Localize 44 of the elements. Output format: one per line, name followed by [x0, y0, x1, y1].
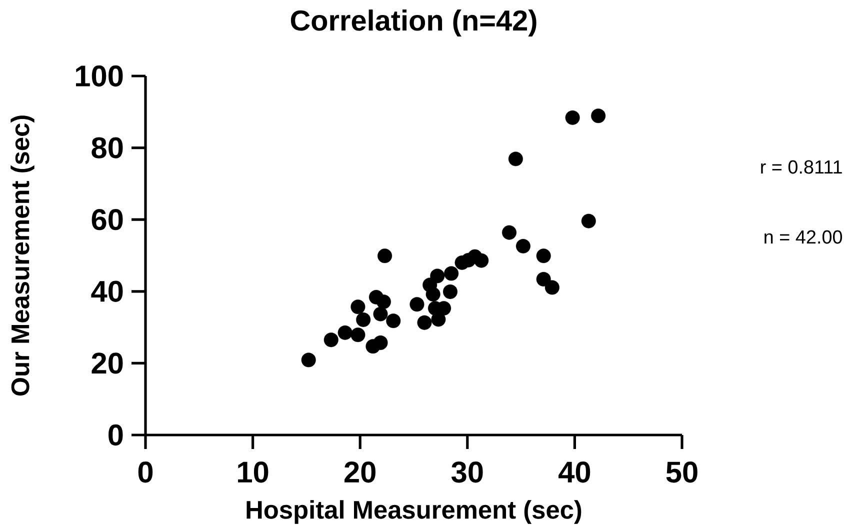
- point: [565, 110, 580, 125]
- point: [431, 312, 446, 327]
- point: [516, 238, 530, 254]
- point: [301, 352, 316, 368]
- point: [536, 248, 551, 264]
- point: [350, 300, 366, 314]
- x-tick-label: 20: [344, 462, 376, 483]
- y-tick-label: 0: [108, 424, 123, 446]
- chart-title: Correlation (n=42): [290, 10, 536, 36]
- point: [474, 253, 489, 268]
- point: [581, 214, 596, 228]
- point: [338, 325, 352, 340]
- text: n = 42.00: [764, 230, 842, 244]
- point: [417, 315, 432, 330]
- point: [373, 335, 388, 350]
- x-tick-label: 30: [451, 462, 483, 483]
- x-tick-label: 10: [238, 462, 268, 483]
- x-tick-label: 50: [666, 462, 698, 483]
- point: [386, 314, 401, 328]
- y-tick-label: 80: [92, 137, 123, 158]
- point: [444, 266, 459, 281]
- point: [442, 284, 458, 300]
- point: [376, 294, 391, 310]
- point: [426, 287, 440, 302]
- point: [356, 312, 371, 328]
- y-tick-label: 40: [91, 280, 123, 302]
- point: [378, 248, 392, 264]
- point: [324, 332, 338, 348]
- point: [508, 152, 523, 166]
- x-tick-label: 0: [138, 462, 153, 483]
- text: r = 0.8111: [761, 160, 842, 174]
- point: [410, 297, 424, 312]
- x-axis-title: Hospital Measurement (sec): [246, 500, 582, 524]
- point: [373, 306, 388, 322]
- x-tick-label: 40: [558, 462, 590, 483]
- point: [350, 328, 366, 342]
- point: [502, 225, 517, 240]
- y-tick-label: 60: [92, 209, 123, 230]
- point: [591, 108, 606, 124]
- point: [430, 268, 445, 284]
- y-tick-label: 100: [76, 65, 123, 87]
- point: [544, 280, 560, 295]
- y-axis-title: Our Measurement (sec): [10, 116, 34, 396]
- y-tick-label: 20: [92, 352, 123, 374]
